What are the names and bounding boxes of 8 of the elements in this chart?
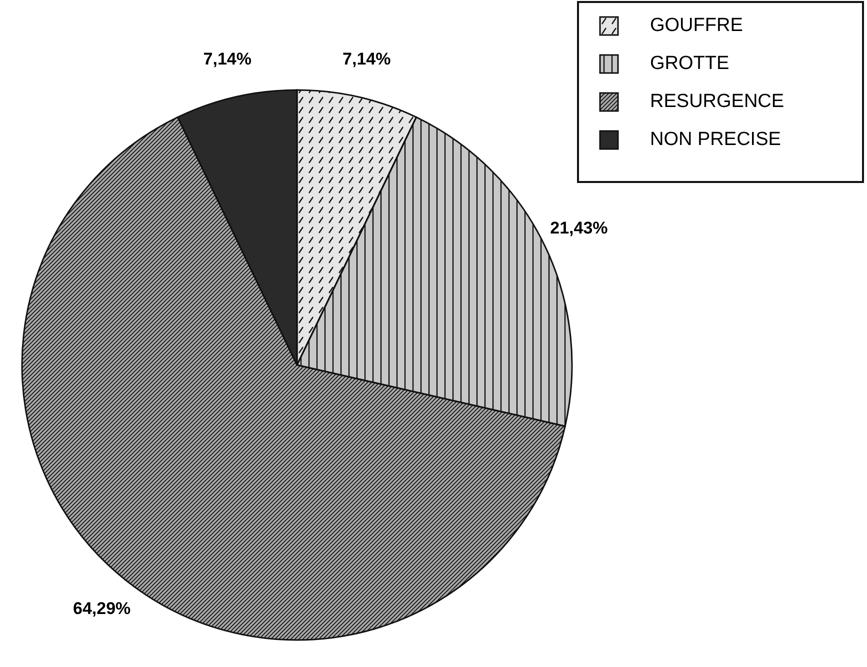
legend-label: GOUFFRE bbox=[650, 15, 743, 36]
data-label: 7,14% bbox=[342, 49, 391, 68]
legend-label: RESURGENCE bbox=[650, 91, 784, 112]
data-label: 21,43% bbox=[550, 218, 608, 238]
legend-label: GROTTE bbox=[650, 53, 730, 74]
data-label: 64,29% bbox=[73, 599, 131, 618]
legend-label: NON PRECISE bbox=[650, 129, 781, 150]
data-label: 7,14% bbox=[203, 49, 252, 68]
